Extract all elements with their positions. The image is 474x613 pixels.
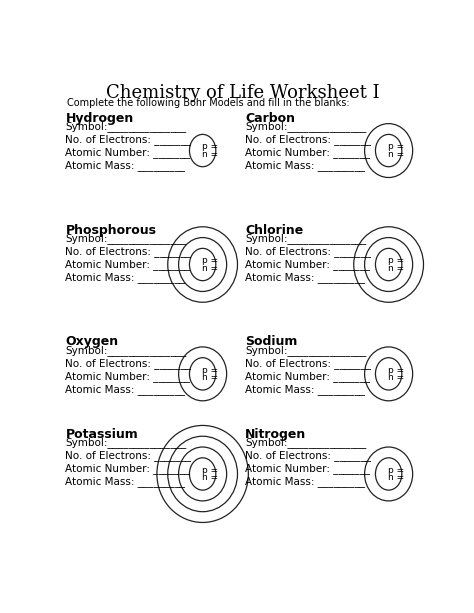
Text: No. of Electrons: _______: No. of Electrons: _______ [245,246,371,257]
Text: p =: p = [388,466,404,474]
Text: Chemistry of Life Worksheet I: Chemistry of Life Worksheet I [106,85,380,102]
Text: No. of Electrons: _______: No. of Electrons: _______ [65,246,191,257]
Text: No. of Electrons: _______: No. of Electrons: _______ [245,450,371,461]
Text: Sodium: Sodium [245,335,298,348]
Text: n =: n = [202,373,218,383]
Text: Atomic Number: _______: Atomic Number: _______ [245,371,370,382]
Text: Phosphorous: Phosphorous [65,224,156,237]
Text: Chlorine: Chlorine [245,224,303,237]
Text: Symbol:_______________: Symbol:_______________ [65,437,187,448]
Text: No. of Electrons: _______: No. of Electrons: _______ [245,358,371,368]
Text: No. of Electrons: _______: No. of Electrons: _______ [65,450,191,461]
Text: Symbol:_______________: Symbol:_______________ [245,345,366,356]
Text: Atomic Number: _______: Atomic Number: _______ [65,259,191,270]
Text: n =: n = [388,150,404,159]
Text: n =: n = [388,264,404,273]
Text: Atomic Mass: _________: Atomic Mass: _________ [245,384,365,395]
Text: Oxygen: Oxygen [65,335,118,348]
Text: n =: n = [202,150,218,159]
Text: Potassium: Potassium [65,428,138,441]
Text: Atomic Number: _______: Atomic Number: _______ [65,371,191,382]
Text: No. of Electrons: _______: No. of Electrons: _______ [65,358,191,368]
Text: p =: p = [202,365,218,375]
Text: Nitrogen: Nitrogen [245,428,307,441]
Text: Atomic Number: _______: Atomic Number: _______ [65,148,191,158]
Text: p =: p = [202,466,218,474]
Text: n =: n = [202,473,218,482]
Text: Atomic Number: _______: Atomic Number: _______ [245,463,370,474]
Text: Symbol:_______________: Symbol:_______________ [245,121,366,132]
Text: Atomic Mass: _________: Atomic Mass: _________ [65,476,185,487]
Text: Atomic Mass: _________: Atomic Mass: _________ [65,161,185,172]
Text: p =: p = [388,365,404,375]
Text: n =: n = [202,264,218,273]
Text: p =: p = [388,256,404,265]
Text: Symbol:_______________: Symbol:_______________ [245,437,366,448]
Text: Atomic Mass: _________: Atomic Mass: _________ [245,476,365,487]
Text: Symbol:_______________: Symbol:_______________ [245,233,366,244]
Text: Carbon: Carbon [245,112,295,125]
Text: p =: p = [202,256,218,265]
Text: p =: p = [388,142,404,151]
Text: Hydrogen: Hydrogen [65,112,134,125]
Text: Atomic Number: _______: Atomic Number: _______ [65,463,191,474]
Text: n =: n = [388,373,404,383]
Text: p =: p = [202,142,218,151]
Text: Atomic Mass: _________: Atomic Mass: _________ [245,272,365,283]
Text: No. of Electrons: _______: No. of Electrons: _______ [65,134,191,145]
Text: n =: n = [388,473,404,482]
Text: Symbol:_______________: Symbol:_______________ [65,233,187,244]
Text: Symbol:_______________: Symbol:_______________ [65,345,187,356]
Text: No. of Electrons: _______: No. of Electrons: _______ [245,134,371,145]
Text: Atomic Number: _______: Atomic Number: _______ [245,259,370,270]
Text: Atomic Mass: _________: Atomic Mass: _________ [65,384,185,395]
Text: Complete the following Bohr Models and fill in the blanks:: Complete the following Bohr Models and f… [67,98,350,109]
Text: Atomic Mass: _________: Atomic Mass: _________ [245,161,365,172]
Text: Symbol:_______________: Symbol:_______________ [65,121,187,132]
Text: Atomic Number: _______: Atomic Number: _______ [245,148,370,158]
Text: Atomic Mass: _________: Atomic Mass: _________ [65,272,185,283]
